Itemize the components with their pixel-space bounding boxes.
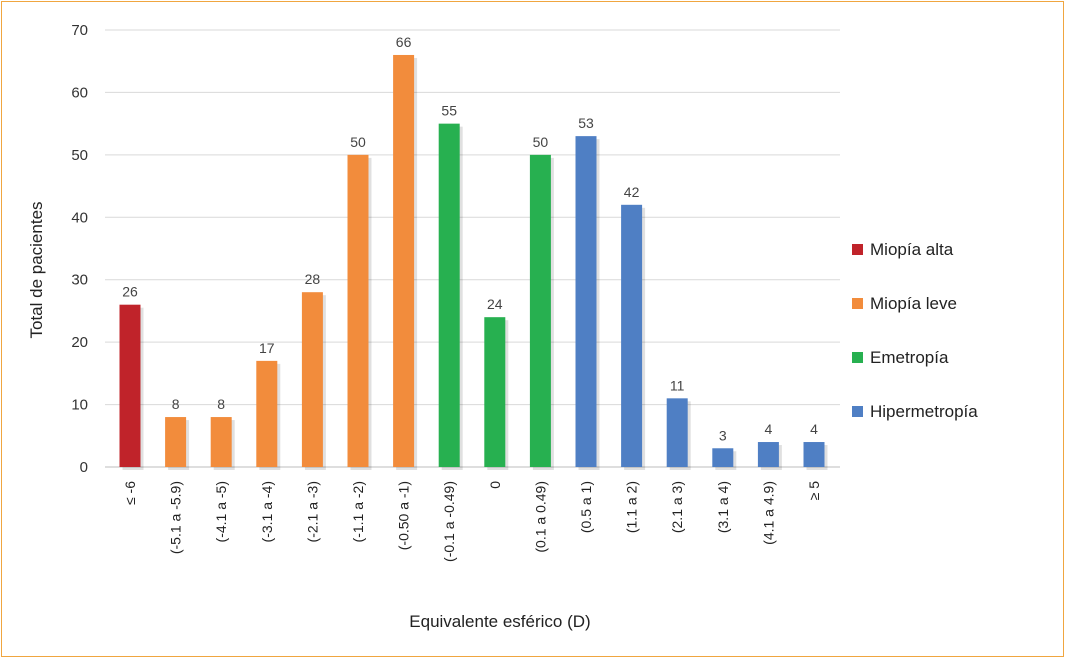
x-axis-label: Equivalente esférico (D) — [409, 612, 590, 631]
bar — [484, 317, 506, 467]
gridlines — [105, 29, 840, 468]
legend-entry: Emetropía — [870, 348, 949, 367]
y-tick-label: 20 — [71, 334, 88, 351]
legend-entry: Hipermetropía — [870, 402, 978, 421]
data-label: 50 — [533, 134, 549, 150]
data-label: 28 — [305, 271, 321, 287]
x-category-label: 0 — [487, 481, 503, 489]
bar — [438, 123, 460, 468]
x-category-label: (0.1 a 0.49) — [532, 481, 548, 553]
legend-swatch — [852, 298, 863, 309]
x-category-label: (-0.1 a -0.49) — [441, 481, 457, 562]
x-category-label: (-2.1 a -3) — [304, 481, 320, 542]
bar — [712, 448, 734, 467]
bar — [803, 442, 825, 467]
y-axis-label: Total de pacientes — [27, 201, 46, 338]
data-label: 50 — [350, 134, 366, 150]
x-category-label: (-4.1 a -5) — [213, 481, 229, 542]
legend: Miopía alta Miopía leve Emetropía Hipermetr… — [852, 240, 978, 421]
bar — [621, 204, 643, 468]
data-label: 26 — [122, 284, 138, 300]
y-tick-label: 30 — [71, 272, 88, 289]
y-tick-label: 40 — [71, 209, 88, 226]
data-labels: 26 8 8 17 28 50 66 55 24 50 53 42 11 3 4 4 — [122, 34, 818, 443]
data-label: 53 — [578, 115, 594, 131]
bar — [347, 154, 369, 467]
data-label: 11 — [670, 377, 685, 393]
x-category-label: (4.1 a 4.9) — [760, 481, 776, 545]
y-tick-label: 70 — [71, 22, 88, 39]
data-label: 55 — [441, 103, 457, 119]
x-category-label: (0.5 a 1) — [578, 481, 594, 533]
y-tick-label: 10 — [71, 397, 88, 414]
bar — [529, 154, 551, 467]
x-category-label: (-0.50 a -1) — [396, 481, 412, 550]
data-label: 4 — [810, 421, 818, 437]
legend-swatch — [852, 352, 863, 363]
legend-entry: Miopía leve — [870, 294, 957, 313]
x-category-label: ≤ -6 — [122, 481, 138, 505]
x-category-label: (-5.1 a -5.9) — [168, 481, 184, 554]
y-tick-label: 50 — [71, 147, 88, 164]
y-tick-label: 60 — [71, 84, 88, 101]
data-label: 8 — [172, 396, 180, 412]
data-label: 66 — [396, 34, 412, 50]
x-axis-categories: ≤ -6 (-5.1 a -5.9) (-4.1 a -5) (-3.1 a -4) (… — [122, 481, 822, 562]
legend-entry: Miopía alta — [870, 240, 954, 259]
x-category-label: (1.1 a 2) — [624, 481, 640, 533]
legend-swatch — [852, 406, 863, 417]
bar — [393, 54, 415, 467]
data-label: 4 — [765, 421, 773, 437]
x-category-label: (-1.1 a -2) — [350, 481, 366, 542]
bar — [575, 136, 597, 467]
bar — [210, 417, 232, 467]
data-label: 24 — [487, 296, 503, 312]
bar — [301, 292, 323, 467]
bars — [119, 54, 828, 471]
bar — [757, 442, 779, 467]
data-label: 3 — [719, 427, 727, 443]
y-tick-label: 0 — [80, 459, 88, 476]
bar — [256, 360, 278, 467]
bar — [119, 304, 141, 467]
x-category-label: ≥ 5 — [806, 481, 822, 501]
bar — [165, 417, 187, 467]
bar — [666, 398, 688, 467]
x-category-label: (3.1 a 4) — [715, 481, 731, 533]
legend-swatch — [852, 244, 863, 255]
data-label: 42 — [624, 184, 640, 200]
x-category-label: (2.1 a 3) — [669, 481, 685, 533]
data-label: 17 — [259, 340, 275, 356]
y-axis-ticks: 0 10 20 30 40 50 60 70 — [71, 22, 88, 476]
data-label: 8 — [217, 396, 225, 412]
x-category-label: (-3.1 a -4) — [259, 481, 275, 542]
